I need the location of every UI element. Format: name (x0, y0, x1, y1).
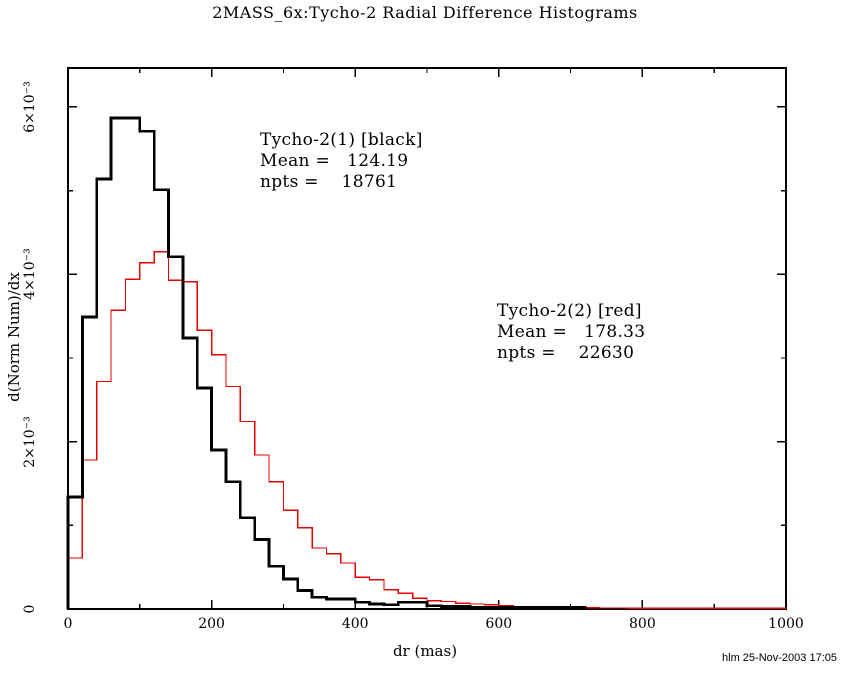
y-tick-label: 4×10⁻³ (22, 248, 38, 301)
x-tick-label: 1000 (768, 616, 804, 632)
x-axis-title: dr (mas) (392, 642, 458, 660)
annotation-line: Mean = 178.33 (497, 322, 646, 342)
annotation-line: npts = 18761 (260, 172, 398, 192)
y-tick-label: 0 (22, 604, 38, 614)
x-tick-label: 0 (63, 616, 73, 632)
annotation-tycho2-1-black: Tycho-2(1) [black] Mean = 124.19 npts = 18… (260, 130, 423, 193)
x-tick-label: 200 (198, 616, 225, 632)
series-Tycho-2(2) (67, 251, 787, 609)
annotation-tycho2-2-red: Tycho-2(2) [red] Mean = 178.33 npts = 2263… (497, 301, 645, 364)
annotation-line: Mean = 124.19 (260, 151, 409, 171)
x-tick-label: 400 (341, 616, 369, 632)
chart-title: 2MASS_6x:Tycho-2 Radial Difference Histo… (212, 3, 638, 22)
annotation-line: Tycho-2(2) [red] (497, 301, 642, 321)
plot-credit: hlm 25-Nov-2003 17:05 (722, 652, 837, 664)
x-tick-label: 800 (629, 616, 656, 632)
y-tick-label: 2×10⁻³ (22, 415, 38, 468)
annotation-line: npts = 22630 (497, 343, 635, 363)
plot-frame (67, 67, 787, 610)
series-Tycho-2(1) (66, 116, 587, 609)
x-tick-label: 600 (485, 616, 513, 632)
y-tick-label: 6×10⁻³ (22, 81, 38, 133)
annotation-line: Tycho-2(1) [black] (260, 130, 423, 150)
